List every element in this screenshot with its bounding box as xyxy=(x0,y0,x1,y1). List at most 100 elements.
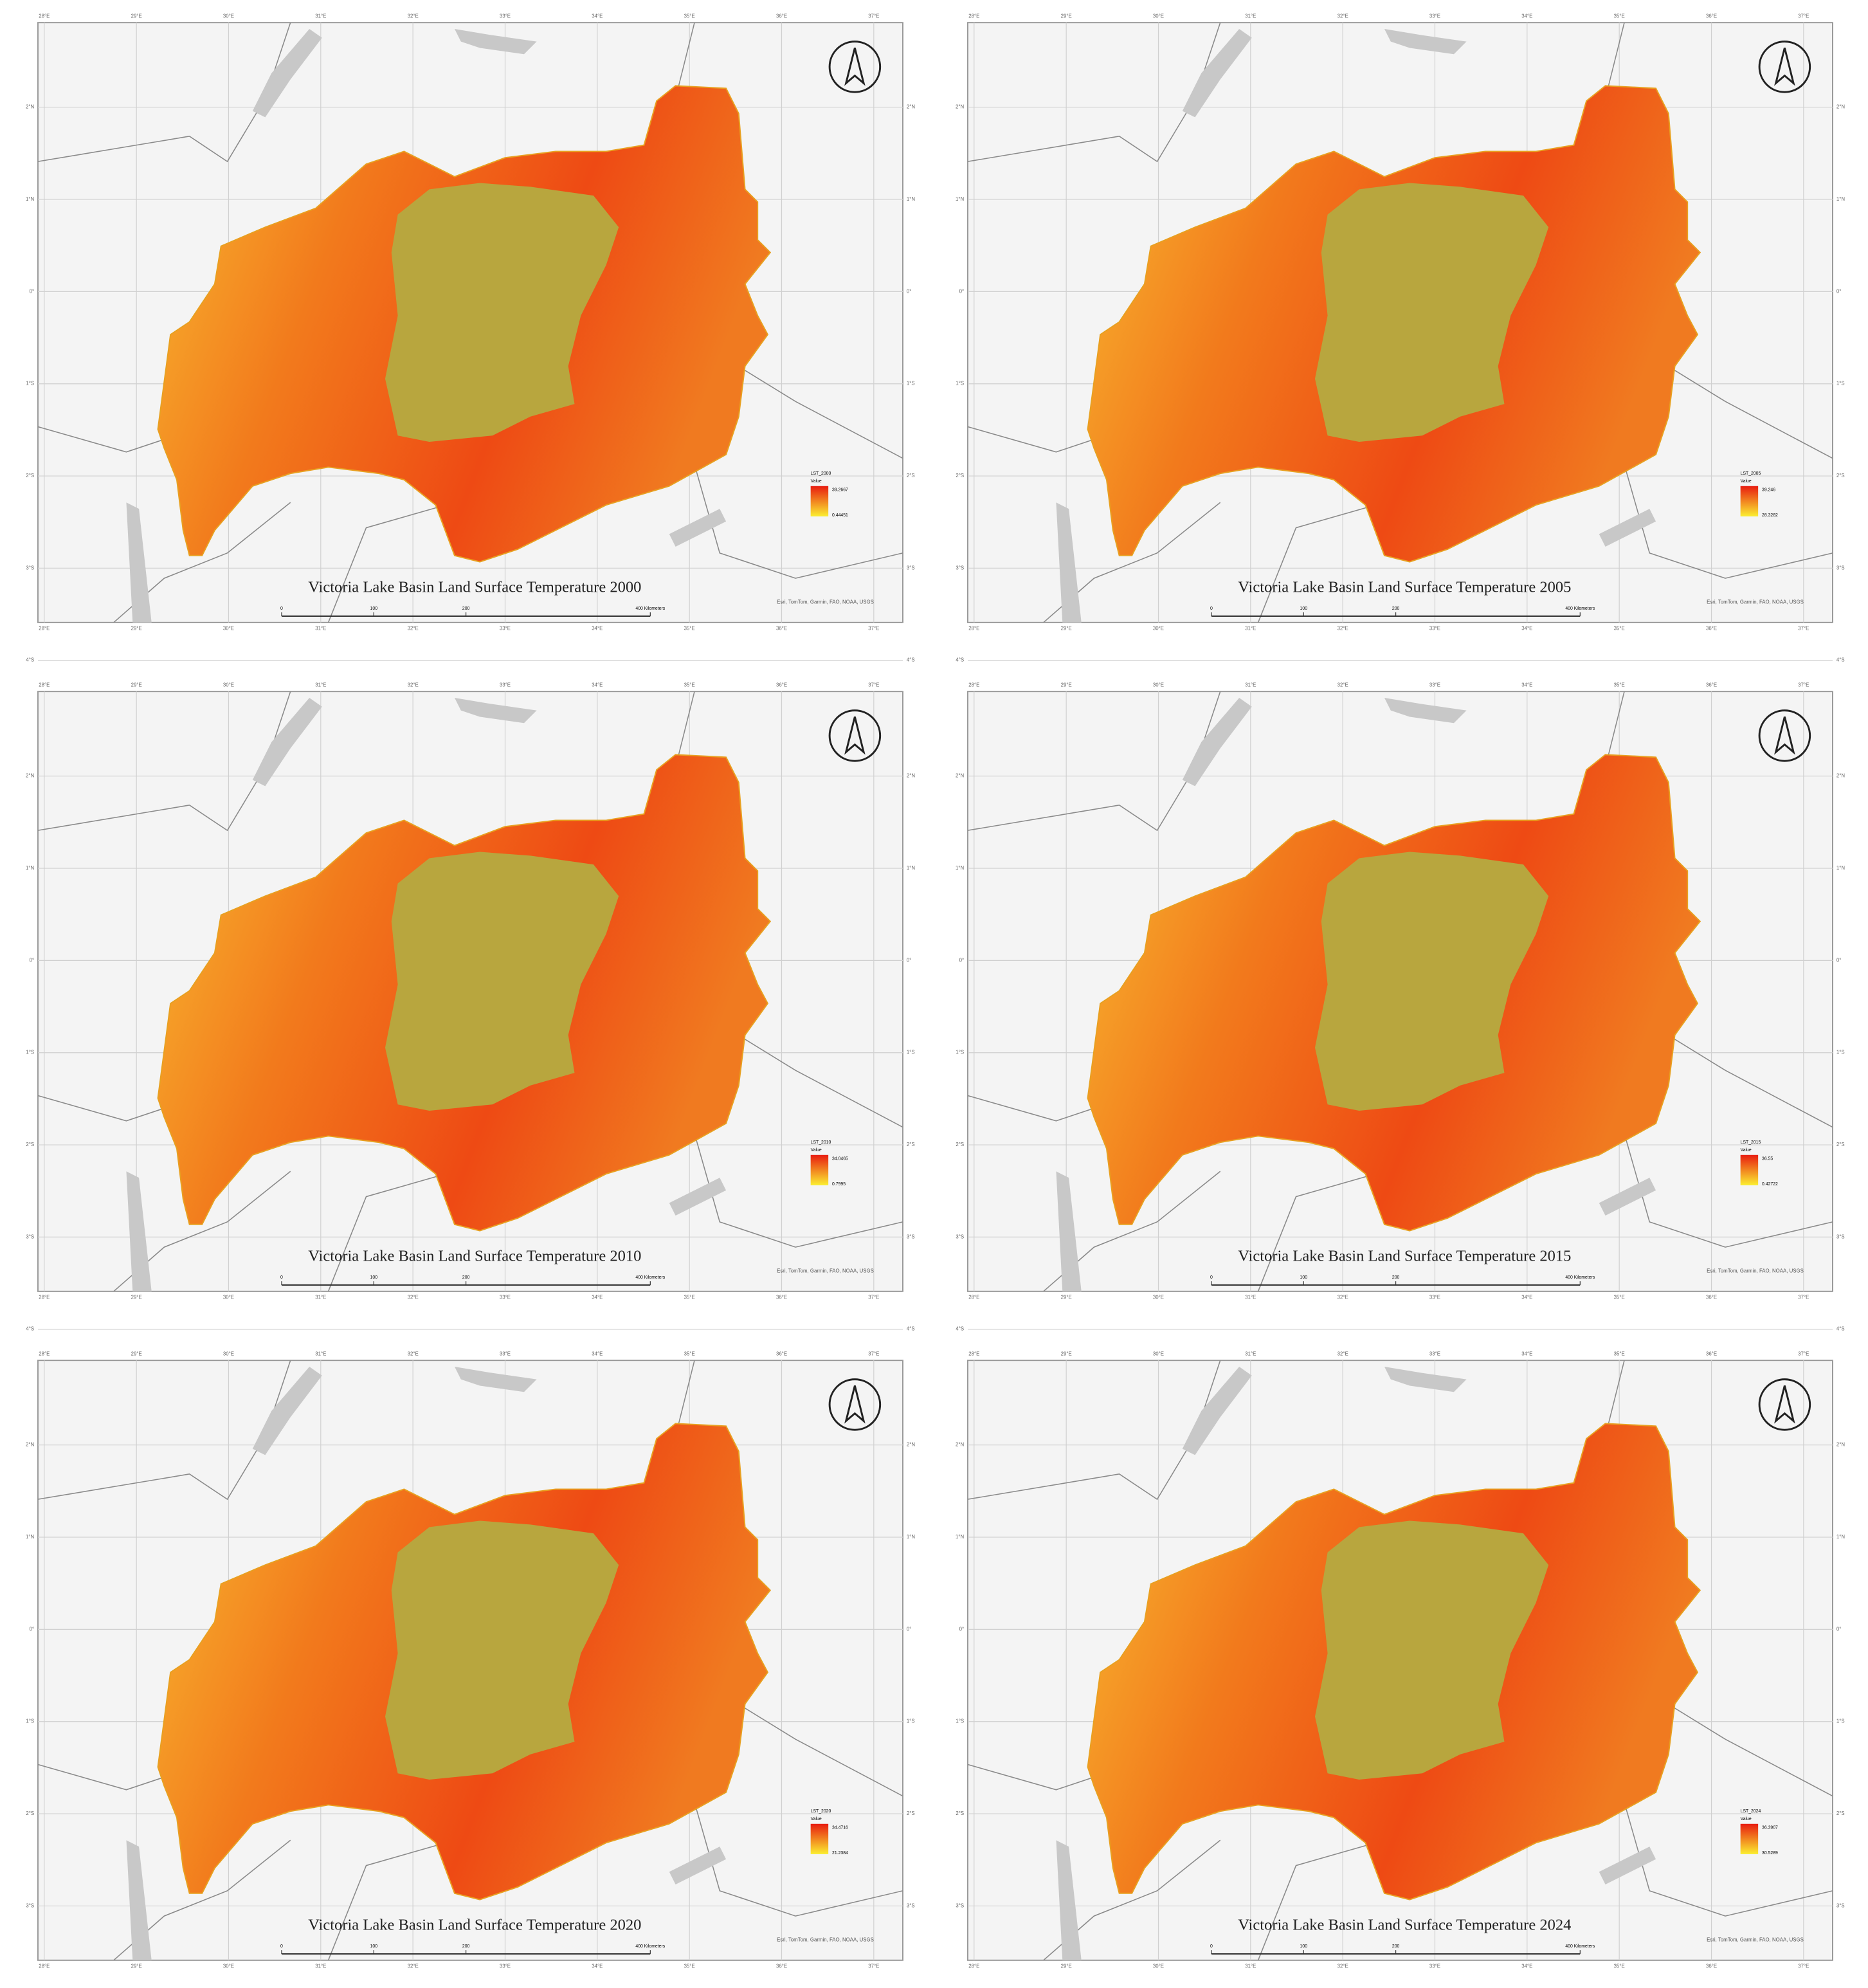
lon-label: 37°E xyxy=(868,1295,879,1300)
lake-victoria xyxy=(385,852,619,1111)
lon-label: 30°E xyxy=(1153,626,1164,632)
lat-label: 1°S xyxy=(907,381,915,387)
lat-label: 1°N xyxy=(907,1534,915,1540)
lon-label: 36°E xyxy=(1706,1295,1717,1300)
map-panel: 28°E 28°E 29°E 29°E 30°E 30°E 31°E 31°E 32°E 32°E… xyxy=(26,13,915,662)
border-line xyxy=(1624,1802,1833,1917)
legend-title: LST_2010 xyxy=(811,1140,831,1145)
lat-label: 4°S xyxy=(907,657,915,663)
lat-label: 0° xyxy=(30,1626,35,1632)
lat-label: 1°N xyxy=(907,865,915,871)
border-line xyxy=(1257,1171,1385,1292)
lat-label: 2°S xyxy=(956,1810,964,1816)
lon-label: 37°E xyxy=(1798,682,1809,688)
lat-label: 2°S xyxy=(1836,1810,1845,1816)
lon-label: 30°E xyxy=(223,1964,234,1969)
lon-label: 34°E xyxy=(1521,13,1532,19)
map-panel: 28°E 28°E 29°E 29°E 30°E 30°E 31°E 31°E 32°E 32°E… xyxy=(26,1351,915,1969)
lat-label: 1°N xyxy=(26,865,34,871)
lon-label: 31°E xyxy=(1245,13,1256,19)
scale-label: 400 Kilometers xyxy=(1565,1944,1595,1949)
lon-label: 30°E xyxy=(1153,682,1164,688)
scale-label: 100 xyxy=(1300,1944,1308,1949)
map-title: Victoria Lake Basin Land Surface Tempera… xyxy=(1238,1917,1571,1934)
lon-label: 36°E xyxy=(776,1351,787,1356)
water-body xyxy=(1182,28,1252,118)
border-line xyxy=(1624,464,1833,579)
lon-label: 28°E xyxy=(39,13,50,19)
lat-label: 1°S xyxy=(956,381,964,387)
lon-label: 28°E xyxy=(968,1964,979,1969)
lon-label: 29°E xyxy=(1061,682,1072,688)
lon-label: 33°E xyxy=(500,626,511,632)
legend-title: LST_2005 xyxy=(1741,471,1761,476)
north-arrow-circle xyxy=(828,709,882,762)
lat-label: 2°S xyxy=(907,1810,915,1816)
lon-label: 28°E xyxy=(968,682,979,688)
legend-label: Value xyxy=(811,479,822,484)
scale-label: 400 Kilometers xyxy=(1565,606,1595,611)
lon-label: 34°E xyxy=(592,1351,603,1356)
north-arrow-circle xyxy=(828,1378,882,1431)
lon-label: 33°E xyxy=(1429,1351,1440,1356)
lon-label: 29°E xyxy=(131,626,142,632)
water-body xyxy=(1056,1171,1082,1291)
lake-victoria xyxy=(1314,852,1549,1111)
north-arrow xyxy=(1774,1385,1795,1424)
legend-high: 34.4716 xyxy=(832,1826,848,1830)
scale-label: 0 xyxy=(280,1275,283,1280)
lat-label: 3°S xyxy=(907,1234,915,1239)
map-panel: 28°E 28°E 29°E 29°E 30°E 30°E 31°E 31°E 32°E 32°E… xyxy=(956,1351,1845,1969)
scale-label: 100 xyxy=(1300,606,1308,611)
lon-label: 37°E xyxy=(1798,626,1809,632)
credits: Esri, TomTom, Garmin, FAO, NOAA, USGS xyxy=(777,1268,874,1273)
lat-label: 1°N xyxy=(1836,196,1845,202)
lat-label: 2°N xyxy=(26,773,34,779)
lon-label: 32°E xyxy=(408,1351,419,1356)
lon-label: 37°E xyxy=(868,1351,879,1356)
north-arrow-circle xyxy=(1758,1378,1811,1431)
lat-label: 2°S xyxy=(1836,1142,1845,1147)
lat-label: 1°S xyxy=(907,1050,915,1055)
lat-label: 3°S xyxy=(907,565,915,570)
lat-label: 0° xyxy=(907,1626,912,1632)
border-line xyxy=(327,502,455,623)
lat-label: 1°S xyxy=(956,1050,964,1055)
lat-label: 3°S xyxy=(1836,565,1845,570)
lon-label: 33°E xyxy=(500,1964,511,1969)
lon-label: 37°E xyxy=(868,1964,879,1969)
lat-label: 1°S xyxy=(26,1719,34,1724)
water-body xyxy=(252,1366,322,1455)
lat-label: 1°S xyxy=(1836,381,1845,387)
legend-label: Value xyxy=(811,1148,822,1153)
border-line xyxy=(694,464,903,579)
lon-label: 32°E xyxy=(1338,1964,1348,1969)
legend-low: 21.2384 xyxy=(832,1851,848,1856)
water-body xyxy=(669,509,727,547)
lon-label: 37°E xyxy=(868,682,879,688)
lat-label: 2°S xyxy=(26,1142,34,1147)
scale-label: 400 Kilometers xyxy=(635,1275,665,1280)
lon-label: 28°E xyxy=(39,1964,50,1969)
scale-label: 400 Kilometers xyxy=(635,1944,665,1949)
lon-label: 34°E xyxy=(1521,682,1532,688)
water-body xyxy=(454,697,537,724)
lon-label: 36°E xyxy=(1706,626,1717,632)
lon-label: 31°E xyxy=(315,13,326,19)
lon-label: 30°E xyxy=(223,1295,234,1300)
lat-label: 2°S xyxy=(26,1810,34,1816)
lon-label: 33°E xyxy=(1429,1964,1440,1969)
map: 28°E 28°E 29°E 29°E 30°E 30°E 31°E 31°E 32°E 32°E… xyxy=(26,682,915,1331)
lon-label: 35°E xyxy=(1614,626,1625,632)
credits: Esri, TomTom, Garmin, FAO, NOAA, USGS xyxy=(777,599,874,605)
map-title: Victoria Lake Basin Land Surface Tempera… xyxy=(1238,579,1571,596)
lon-label: 30°E xyxy=(223,626,234,632)
map: 28°E 28°E 29°E 29°E 30°E 30°E 31°E 31°E 32°E 32°E… xyxy=(956,1351,1845,1969)
lat-label: 0° xyxy=(30,288,35,294)
lat-label: 1°N xyxy=(1836,1534,1845,1540)
lon-label: 32°E xyxy=(1338,13,1348,19)
lon-label: 32°E xyxy=(408,1964,419,1969)
legend-label: Value xyxy=(1741,1817,1752,1821)
lon-label: 31°E xyxy=(315,1295,326,1300)
border-line xyxy=(694,1133,903,1248)
